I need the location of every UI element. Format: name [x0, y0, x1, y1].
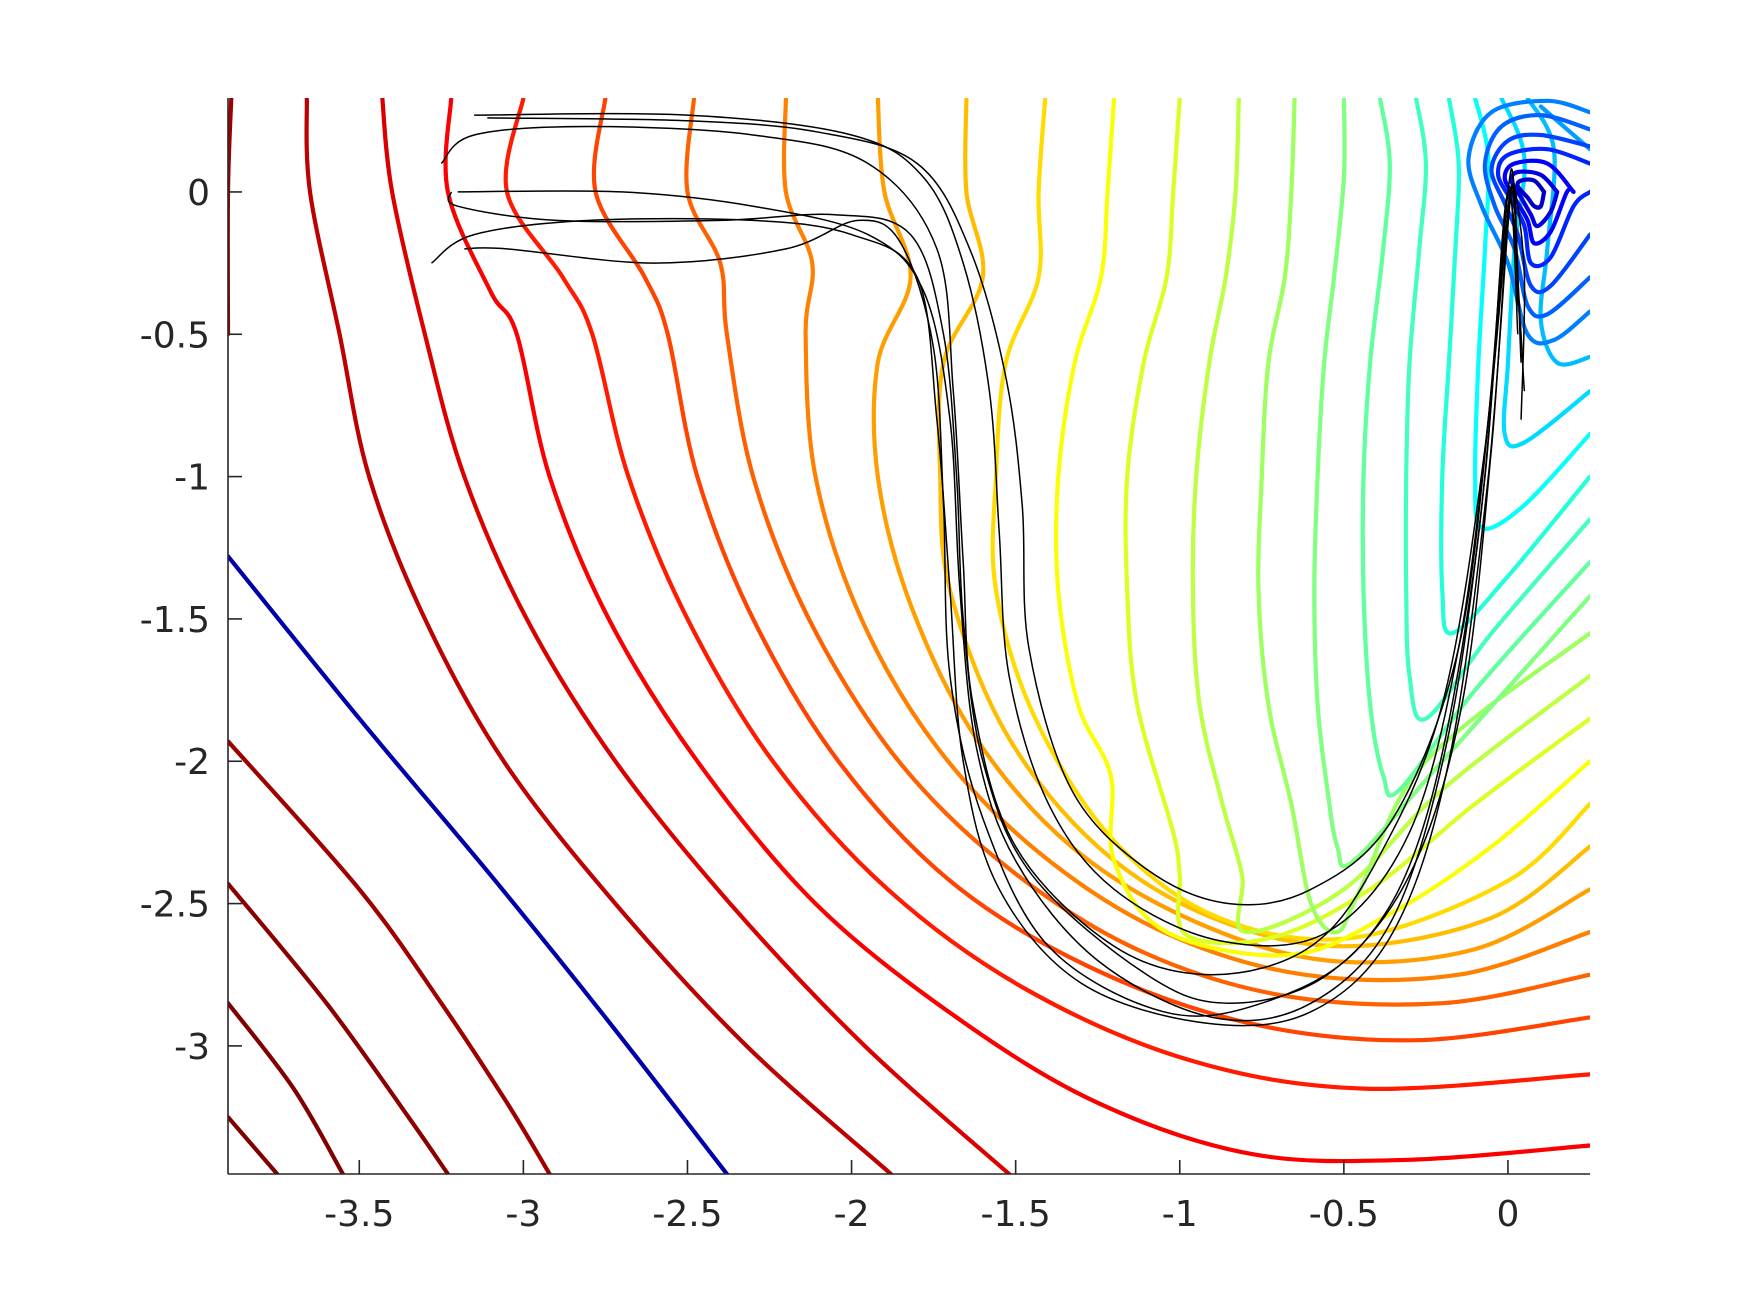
contour-line-33 [228, 881, 450, 1174]
contour-line-17 [1360, 98, 1590, 798]
x-tick-label: -2 [834, 1194, 870, 1235]
trajectory-traj-3 [440, 125, 1519, 976]
x-tick-label: -3.5 [324, 1194, 394, 1235]
contour-line-18 [1403, 98, 1590, 722]
contour-line-9 [871, 98, 1590, 965]
contour-line-11 [990, 98, 1590, 942]
y-tick-label: -1 [174, 458, 210, 499]
contour-line-29 [1509, 169, 1560, 229]
trajectory-traj-7 [464, 191, 1512, 1017]
trajectory-traj-6 [431, 184, 1519, 1027]
contour-line-35 [228, 1115, 280, 1174]
contour-line-32 [228, 739, 552, 1174]
contour-line-15 [1256, 98, 1590, 935]
x-ticks: -3.5 -3 -2.5 -2 -1.5 -1 -0.5 0 [324, 1160, 1519, 1235]
contour-line-1 [228, 98, 234, 337]
contour-line-25 [1482, 112, 1590, 319]
contour-line-21 [1499, 98, 1590, 449]
contour-line-31 [228, 554, 729, 1174]
y-tick-label: -2.5 [140, 885, 210, 926]
y-tick-label: -2 [174, 742, 210, 783]
x-tick-label: -2.5 [652, 1194, 722, 1235]
contour-line-26 [1489, 132, 1590, 295]
contour-line-3 [380, 98, 1012, 1174]
y-tick-label: 0 [187, 173, 210, 214]
contour-line-10 [936, 98, 1590, 949]
x-tick-label: -1.5 [981, 1194, 1051, 1235]
y-ticks: 0 -0.5 -1 -1.5 -2 -2.5 -3 [140, 173, 242, 1068]
contour-line-8 [781, 98, 1590, 983]
x-tick-label: -1 [1162, 1194, 1198, 1235]
contour-line-6 [591, 98, 1590, 1043]
trajectory-traj-2 [487, 117, 1519, 906]
contour-line-34 [228, 1001, 345, 1174]
contour-line-5 [503, 98, 1590, 1091]
contour-line-19 [1439, 98, 1590, 636]
contour-line-24 [1466, 98, 1590, 346]
contour-line-30 [1515, 177, 1547, 210]
trajectory-traj-1 [474, 112, 1526, 947]
x-tick-label: 0 [1496, 1194, 1519, 1235]
contour-line-20 [1472, 98, 1590, 531]
y-tick-label: -0.5 [140, 315, 210, 356]
axes [227, 98, 1590, 1175]
contour-line-16 [1312, 98, 1590, 869]
contour-line-4 [443, 98, 1590, 1164]
y-tick-label: -1.5 [140, 600, 210, 641]
x-tick-label: -0.5 [1309, 1194, 1379, 1235]
y-tick-label: -3 [174, 1027, 210, 1068]
x-tick-label: -3 [505, 1194, 541, 1235]
trajectory-lines [431, 112, 1526, 1027]
contour-line-2 [304, 98, 893, 1174]
contour-line-13 [1123, 98, 1590, 946]
contour-lines [228, 98, 1590, 1174]
contour-line-12 [1053, 98, 1590, 958]
contour-line-28 [1502, 158, 1576, 246]
trajectory-traj-4 [447, 190, 1522, 1004]
